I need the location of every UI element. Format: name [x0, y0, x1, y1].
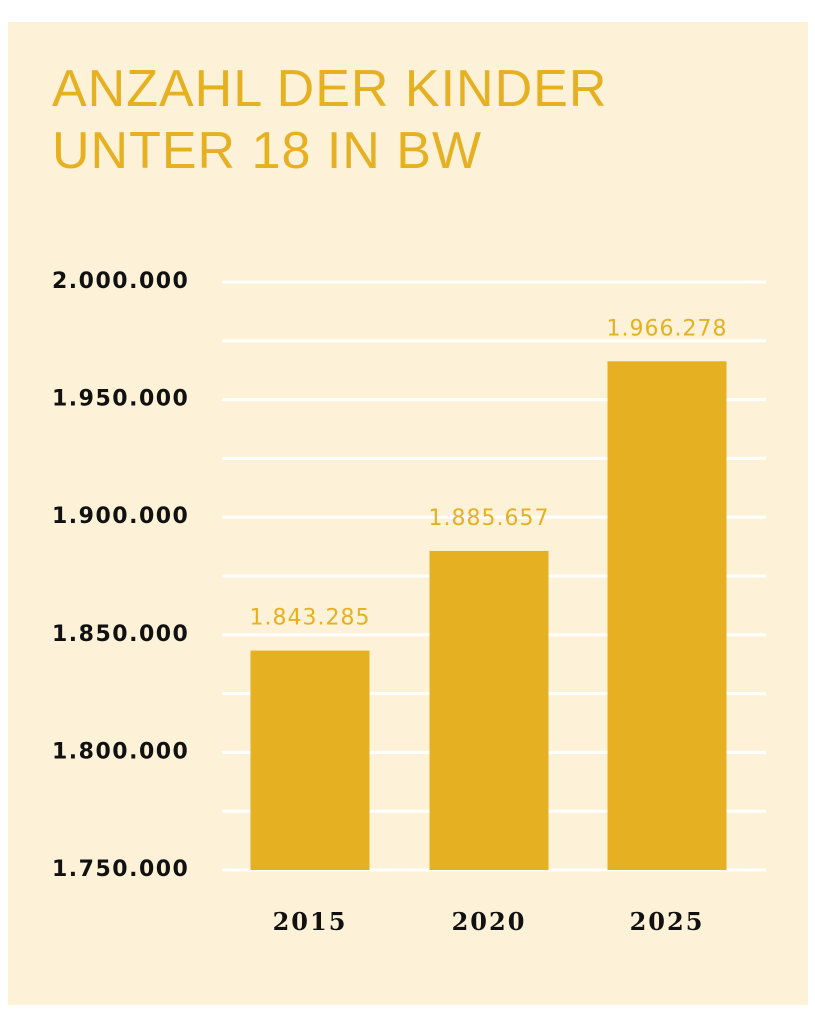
- bar-2025: [607, 361, 727, 870]
- y-axis-ticks: 1.750.000 1.800.000 1.850.000 1.900.000 1.95…: [52, 269, 189, 882]
- bar-2015: [250, 650, 370, 870]
- bar-2020: [429, 550, 549, 870]
- chart-title: ANZAHL DER KINDER UNTER 18 IN BW: [52, 60, 608, 180]
- data-label-2025: 1.966.278: [607, 316, 728, 341]
- data-labels: 1.843.285 1.885.657 1.966.278: [250, 316, 728, 631]
- bars: [250, 361, 727, 870]
- x-tick-label: 2015: [273, 907, 348, 936]
- x-tick-label: 2025: [630, 907, 705, 936]
- x-axis-ticks: 2015 2020 2025: [273, 907, 705, 936]
- y-tick-label: 1.950.000: [52, 387, 189, 412]
- y-tick-label: 1.850.000: [52, 622, 189, 647]
- data-label-2020: 1.885.657: [429, 506, 550, 531]
- x-tick-label: 2020: [452, 907, 527, 936]
- data-label-2015: 1.843.285: [250, 606, 371, 631]
- y-tick-label: 1.750.000: [52, 857, 189, 882]
- y-tick-label: 2.000.000: [52, 269, 189, 294]
- y-tick-label: 1.900.000: [52, 504, 189, 529]
- y-tick-label: 1.800.000: [52, 739, 189, 764]
